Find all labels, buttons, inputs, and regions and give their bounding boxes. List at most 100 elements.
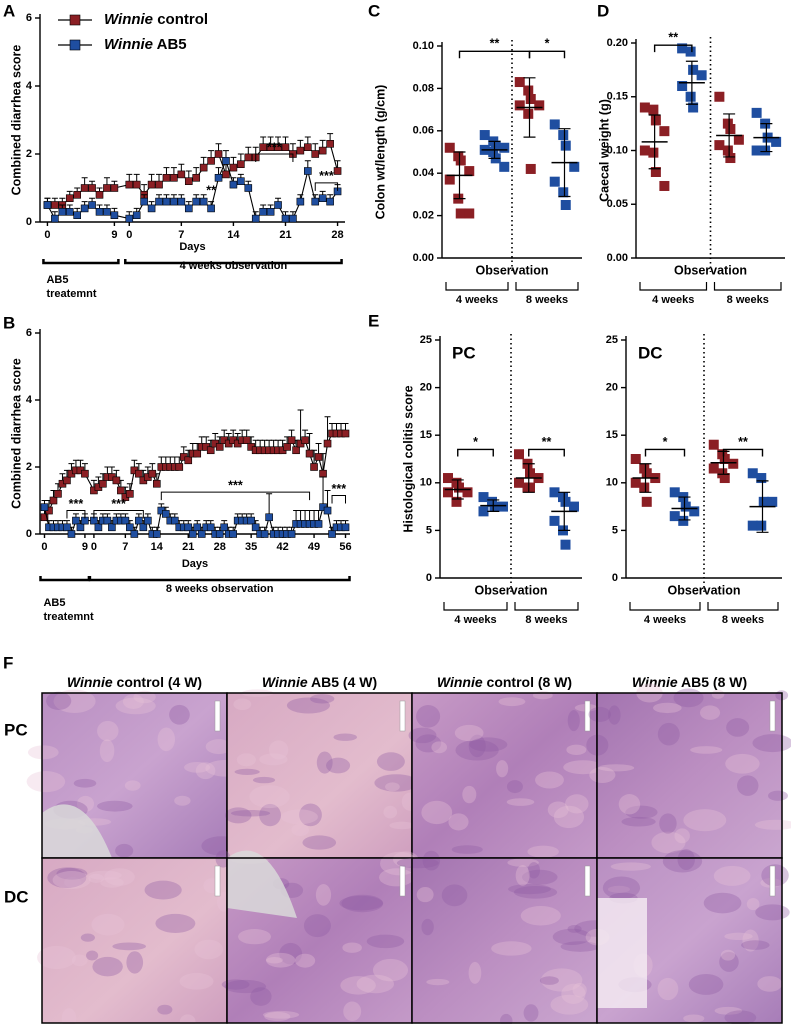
column-title-rest: AB5 (4 W) [308, 674, 377, 690]
data-point [758, 496, 769, 507]
tissue-texture [133, 690, 156, 704]
histology-image [586, 683, 791, 859]
category-bracket [443, 602, 508, 611]
sd-bar [678, 496, 691, 521]
data-point [639, 482, 650, 493]
significance-label: * [545, 37, 550, 51]
data-point [206, 523, 215, 532]
x-tick-label: 8 weeks [727, 294, 769, 306]
column-title: Winnie AB5 (8 W) [632, 674, 747, 690]
tissue-texture [468, 961, 482, 984]
tissue-texture [184, 761, 211, 773]
data-point [95, 208, 104, 216]
histology-image [221, 850, 419, 1024]
tissue-texture [720, 949, 736, 961]
tissue-texture [303, 914, 331, 938]
data-point [162, 197, 171, 206]
data-point [478, 492, 489, 503]
tissue-texture [179, 1014, 196, 1024]
data-point [650, 167, 661, 177]
data-point [170, 516, 179, 525]
tissue-texture [91, 913, 125, 936]
data-point [170, 197, 178, 206]
error-bar [297, 409, 304, 444]
data-point [214, 150, 223, 158]
tissue-texture [100, 877, 124, 888]
tissue-texture [238, 928, 272, 945]
data-point [304, 167, 312, 175]
tissue-texture [618, 794, 641, 815]
data-point [147, 204, 156, 213]
phase-label: 4 weeks observation [180, 260, 288, 272]
data-point [153, 479, 161, 488]
data-point [560, 200, 571, 210]
tissue-texture [64, 877, 82, 888]
tissue-texture [506, 780, 523, 794]
data-point [130, 530, 139, 538]
tissue-texture [741, 940, 770, 950]
data-point [283, 443, 291, 451]
sd-bar [639, 463, 652, 493]
significance-label: * [663, 435, 668, 449]
significance-label: ** [738, 435, 748, 449]
data-point [43, 201, 52, 209]
y-tick-label: 5 [426, 524, 432, 536]
tissue-texture [80, 933, 95, 942]
column-title-italic: Winnie [262, 674, 308, 690]
panel-title: PC [452, 343, 476, 362]
y-tick-label: 0.04 [413, 167, 435, 179]
x-tick-label: 14 [151, 541, 164, 553]
data-point [659, 126, 670, 137]
data-point [229, 530, 237, 538]
y-tick-label: 0 [426, 572, 432, 584]
tissue-texture [52, 871, 91, 890]
column-title-rest: control (4 W) [113, 674, 202, 690]
tissue-texture [491, 941, 532, 956]
tissue-texture [279, 942, 303, 965]
tissue-texture [27, 745, 59, 760]
tissue-texture [597, 764, 635, 772]
data-point [688, 64, 699, 75]
tissue-texture [421, 800, 453, 825]
y-tick-label: 10 [420, 477, 432, 489]
tissue-texture [521, 869, 558, 885]
data-point [514, 77, 525, 88]
tissue-texture [737, 775, 759, 796]
data-point [54, 489, 62, 498]
data-point [558, 130, 569, 141]
data-point [314, 453, 323, 461]
scale-bar [399, 700, 406, 732]
data-point [549, 487, 560, 498]
tissue-texture [205, 739, 232, 755]
data-point [659, 180, 670, 191]
data-point [669, 487, 680, 498]
tissue-texture [126, 951, 144, 974]
tissue-texture [610, 862, 651, 871]
tissue-texture [286, 697, 331, 714]
data-point [328, 530, 336, 538]
tissue-texture [249, 785, 290, 809]
column-title-italic: Winnie [437, 674, 483, 690]
data-point [112, 476, 121, 485]
data-point [685, 91, 696, 102]
histology-image [396, 850, 617, 1024]
scale-bar [769, 700, 776, 732]
data-point [242, 436, 251, 445]
scale-bar [584, 700, 591, 732]
tissue-texture [88, 873, 105, 884]
sd-bar [453, 151, 466, 200]
data-point [641, 468, 652, 479]
significance-label: ** [490, 37, 500, 51]
tissue-texture [662, 850, 703, 873]
data-point [88, 201, 96, 209]
data-point [305, 449, 314, 458]
tissue-texture [768, 790, 788, 801]
x-tick-label: 8 weeks [722, 614, 764, 626]
x-tick-label: 14 [227, 229, 240, 241]
data-point [244, 184, 253, 192]
significance-bracket [457, 448, 494, 457]
data-point [51, 214, 59, 223]
x-tick-label: 9 [82, 541, 88, 553]
data-point [65, 194, 74, 202]
y-tick-label: 0.06 [413, 125, 434, 137]
